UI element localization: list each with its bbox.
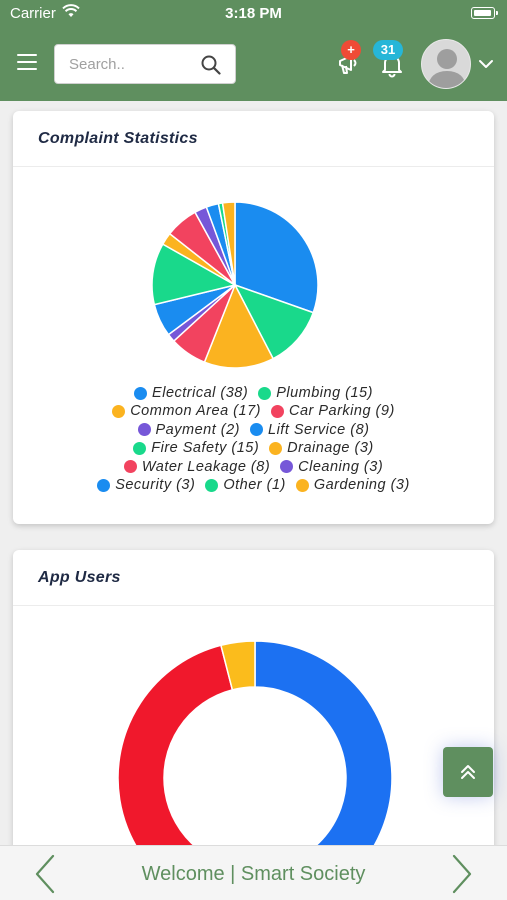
legend-item[interactable]: Fire Safety (15) xyxy=(133,439,259,457)
wifi-icon xyxy=(62,4,80,22)
legend-item[interactable]: Car Parking (9) xyxy=(270,402,395,420)
complaint-pie-chart xyxy=(150,200,320,370)
legend-dot xyxy=(133,441,147,455)
legend-label: Payment (2) xyxy=(155,421,240,438)
battery-icon xyxy=(471,7,498,19)
legend-dot xyxy=(137,423,151,437)
legend-item[interactable]: Water Leakage (8) xyxy=(123,458,271,476)
complaint-statistics-title: Complaint Statistics xyxy=(13,111,494,167)
pie-slice-common-area[interactable] xyxy=(203,283,275,369)
legend-dot xyxy=(112,405,126,419)
legend-row: Security (3) Other (1) Gardening (3) xyxy=(13,476,494,494)
status-bar: Carrier 3:18 PM xyxy=(0,0,507,28)
legend-item[interactable]: Electrical (38) xyxy=(134,384,248,402)
complaint-statistics-card: Complaint Statistics Electrical (38) Plum… xyxy=(13,111,494,524)
double-chevron-up-icon xyxy=(461,765,475,779)
donut-segment-1[interactable] xyxy=(254,640,393,870)
legend-item[interactable]: Plumbing (15) xyxy=(258,384,373,402)
legend-item[interactable]: Common Area (17) xyxy=(112,402,261,420)
footer-bar: Welcome | Smart Society xyxy=(0,845,507,900)
legend-dot xyxy=(295,478,309,492)
legend-row: Payment (2) Lift Service (8) xyxy=(13,421,494,439)
welcome-text: Welcome | Smart Society xyxy=(141,863,366,885)
donut-segment-2[interactable] xyxy=(117,644,264,870)
menu-icon[interactable] xyxy=(17,54,37,70)
legend-row: Water Leakage (8) Cleaning (3) xyxy=(13,458,494,476)
legend-item[interactable]: Payment (2) xyxy=(137,421,240,439)
legend-label: Lift Service (8) xyxy=(268,421,370,438)
legend-item[interactable]: Gardening (3) xyxy=(295,476,410,494)
legend-label: Gardening (3) xyxy=(313,476,410,493)
announcement-badge: + xyxy=(341,40,361,60)
legend-label: Fire Safety (15) xyxy=(151,440,260,457)
legend-item[interactable]: Lift Service (8) xyxy=(250,421,369,439)
legend-dot xyxy=(123,460,137,474)
complaint-legend: Electrical (38) Plumbing (15) Common Area … xyxy=(13,384,494,494)
legend-label: Drainage (3) xyxy=(287,440,374,457)
legend-item[interactable]: Other (1) xyxy=(205,476,286,494)
notification-count-badge: 31 xyxy=(373,40,403,60)
legend-item[interactable]: Cleaning (3) xyxy=(280,458,383,476)
legend-row: Electrical (38) Plumbing (15) xyxy=(13,384,494,402)
search-box xyxy=(54,44,236,84)
legend-dot xyxy=(270,405,284,419)
app-users-card: App Users xyxy=(13,550,494,870)
chevron-left-icon[interactable] xyxy=(34,854,56,899)
app-header: + 31 xyxy=(0,28,507,101)
chevron-down-icon[interactable] xyxy=(478,56,494,74)
legend-label: Common Area (17) xyxy=(130,403,261,420)
legend-dot xyxy=(258,386,272,400)
pie-slice-fire-safety[interactable] xyxy=(151,243,238,306)
legend-dot xyxy=(280,460,294,474)
donut-segment-3[interactable] xyxy=(220,640,256,691)
pie-slice-gardening[interactable] xyxy=(221,201,236,286)
legend-label: Plumbing (15) xyxy=(276,385,373,401)
legend-dot xyxy=(269,441,283,455)
legend-dot xyxy=(97,478,111,492)
app-users-donut-chart xyxy=(117,640,393,870)
legend-item[interactable]: Drainage (3) xyxy=(269,439,374,457)
legend-label: Other (1) xyxy=(223,476,286,493)
legend-label: Electrical (38) xyxy=(152,385,249,401)
legend-label: Cleaning (3) xyxy=(298,458,384,475)
legend-label: Car Parking (9) xyxy=(288,403,395,420)
legend-row: Common Area (17) Car Parking (9) xyxy=(13,402,494,420)
legend-label: Water Leakage (8) xyxy=(141,458,271,475)
clock: 3:18 PM xyxy=(225,5,282,22)
legend-item[interactable]: Security (3) xyxy=(97,476,195,494)
carrier-label: Carrier xyxy=(10,5,56,22)
legend-dot xyxy=(134,386,148,400)
search-icon[interactable] xyxy=(201,55,221,80)
avatar[interactable] xyxy=(421,39,471,89)
chevron-right-icon[interactable] xyxy=(451,854,473,899)
pie-slice-plumbing[interactable] xyxy=(233,283,315,360)
legend-dot xyxy=(250,423,263,437)
legend-label: Security (3) xyxy=(115,476,196,493)
scroll-to-top-button[interactable] xyxy=(443,747,493,797)
pie-slice-electrical[interactable] xyxy=(234,201,319,314)
legend-row: Fire Safety (15) Drainage (3) xyxy=(13,439,494,457)
app-users-title: App Users xyxy=(13,550,494,606)
legend-dot xyxy=(205,478,219,492)
search-input[interactable] xyxy=(55,45,195,83)
